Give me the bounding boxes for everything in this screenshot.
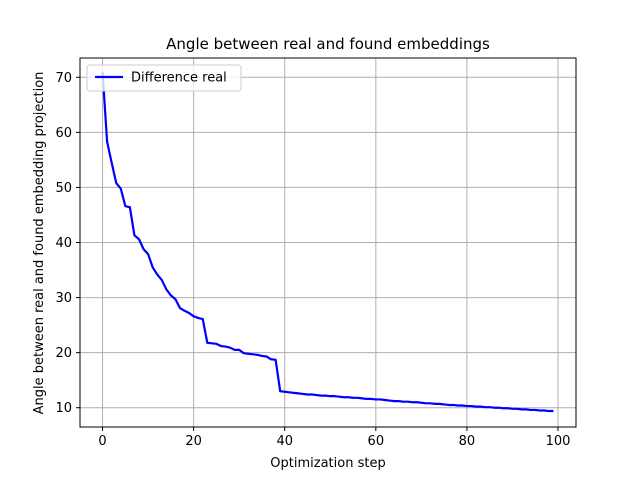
x-tick-label: 0 <box>98 434 106 449</box>
y-tick-label: 20 <box>55 346 72 361</box>
y-tick-label: 40 <box>55 236 72 251</box>
x-tick-label: 100 <box>546 434 571 449</box>
x-tick-label: 80 <box>459 434 476 449</box>
x-axis-ticks: 0 20 40 60 80 100 <box>98 427 570 449</box>
x-tick-label: 20 <box>185 434 202 449</box>
legend: Difference real <box>86 64 242 92</box>
x-tick-label: 60 <box>368 434 385 449</box>
chart-title: Angle between real and found embeddings <box>166 35 490 53</box>
y-tick-label: 30 <box>55 291 72 306</box>
plot-area <box>101 71 554 413</box>
y-axis-label: Angle between real and found embedding p… <box>32 72 47 415</box>
y-axis-ticks: 10 20 30 40 50 60 70 <box>55 71 80 416</box>
y-tick-label: 10 <box>55 401 72 416</box>
y-tick-label: 50 <box>55 181 72 196</box>
x-tick-label: 40 <box>276 434 293 449</box>
y-tick-label: 60 <box>55 126 72 141</box>
series-line-difference-real <box>101 71 554 413</box>
legend-label-difference-real: Difference real <box>131 71 227 86</box>
y-tick-label: 70 <box>55 71 72 86</box>
grid-lines <box>80 58 576 427</box>
legend-box <box>86 64 242 92</box>
x-axis-label: Optimization step <box>270 456 385 471</box>
